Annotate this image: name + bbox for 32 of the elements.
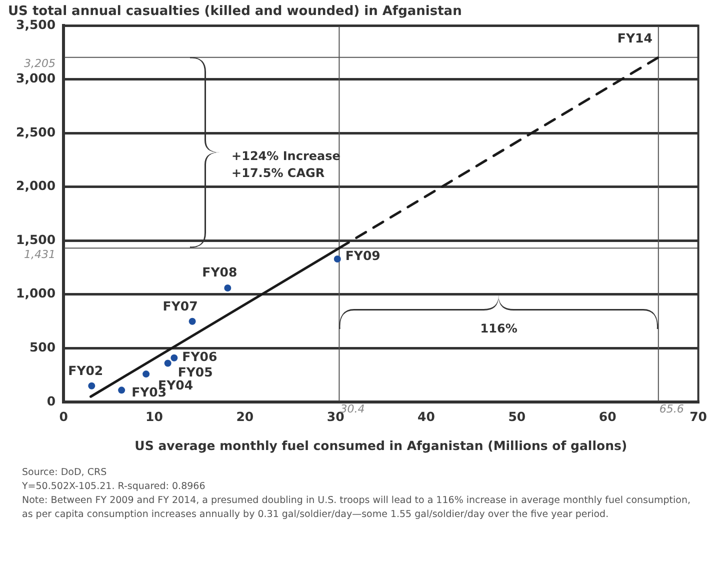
text: Y=50.502X-105.21. R-squared: 0.8966 — [22, 480, 206, 494]
data-label: FY14 — [617, 30, 653, 46]
ref-line-label: 65.6 — [659, 402, 684, 416]
x-tick-label: 0 — [59, 408, 68, 424]
source-note: Source: DoD, CRS — [22, 466, 108, 480]
x-tick-label: 20 — [236, 408, 254, 424]
x-tick-label: 70 — [690, 408, 708, 424]
data-label: FY05 — [178, 364, 213, 380]
data-label: FY07 — [162, 298, 198, 314]
ref-line-label: 3,205 — [24, 57, 56, 70]
y-tick-label: 0 — [46, 393, 56, 408]
y-tick-label: 2,500 — [16, 124, 56, 140]
annotation: 116% — [480, 322, 518, 336]
x-tick-label: 60 — [598, 408, 617, 424]
y-tick-label: 500 — [29, 339, 56, 354]
data-label: FY09 — [345, 248, 380, 264]
y-tick-label: 3,500 — [16, 16, 56, 32]
x-axis-title: US average monthly fuel consumed in Afganistan (Millions of gallons) — [134, 438, 628, 453]
data-label: FY02 — [68, 363, 104, 378]
y-tick-label: 1,000 — [16, 286, 56, 301]
y-tick-label: 2,000 — [16, 178, 56, 194]
y-tick-label: 1,500 — [16, 232, 56, 247]
y-tick-label: 3,000 — [16, 70, 56, 86]
text: Note: Between FY 2009 and FY 2014, a presumed doubling in U.S. troops will lead to a 116% increase in average monthly fuel consumption, as per capita consumption increases annually by 0.31 gal/soldier/day—some 1.55 gal/soldier/day over the five year period. — [22, 494, 692, 522]
x-tick-label: 30 — [326, 408, 345, 424]
data-label: FY08 — [202, 264, 238, 280]
chart-title: US total annual casualties (killed and wounded) in Afganistan — [8, 4, 462, 20]
ref-line-label: 1,431 — [24, 248, 56, 261]
x-tick-label: 50 — [508, 408, 526, 424]
x-tick-label: 40 — [418, 408, 436, 424]
data-label: FY06 — [182, 349, 218, 364]
x-tick-label: 10 — [146, 408, 164, 424]
